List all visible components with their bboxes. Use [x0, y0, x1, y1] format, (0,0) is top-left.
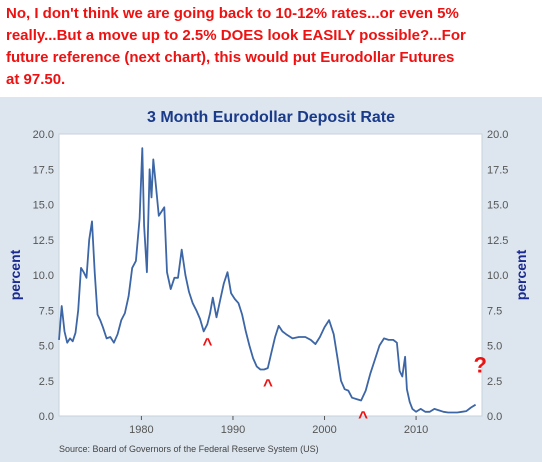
annotation-layer: ^ ^ ^?: [203, 334, 487, 426]
x-axis: 1980 1990 2000 2010: [129, 416, 428, 436]
y-tick-label-right-5: 12.5: [487, 235, 508, 247]
y-axis-right-label: percent: [513, 249, 529, 300]
y-tick-label-right-3: 7.5: [487, 305, 502, 317]
trough-marker-0: ^: [203, 334, 213, 353]
y-tick-label-left-2: 5.0: [39, 341, 54, 353]
x-tick-label-2: 2000: [312, 424, 336, 436]
x-tick-label-3: 2010: [404, 424, 428, 436]
y-axis-left-label: percent: [7, 249, 23, 300]
y-tick-label-right-4: 10.0: [487, 270, 508, 282]
series-line: [58, 147, 477, 414]
y-tick-label-left-4: 10.0: [33, 270, 54, 282]
trough-marker-2: ^: [358, 408, 368, 427]
commentary-line-2: really...But a move up to 2.5% DOES look…: [6, 27, 466, 44]
y-axis-right: 0.0 2.5 5.0 7.5 10.0 12.5 15.0 17.5 20.0: [487, 129, 508, 423]
y-tick-label-right-7: 17.5: [487, 164, 508, 176]
y-tick-label-left-7: 17.5: [33, 164, 54, 176]
y-tick-label-left-8: 20.0: [33, 129, 54, 141]
trough-marker-1: ^: [263, 375, 273, 394]
commentary-line-1: No, I don't think we are going back to 1…: [6, 5, 459, 22]
chart-panel: 3 Month Eurodollar Deposit Rate 0.0 2.5 5.…: [0, 97, 542, 462]
y-tick-label-right-2: 5.0: [487, 341, 502, 353]
y-tick-label-left-6: 15.0: [33, 200, 54, 212]
plot-area: [58, 133, 483, 417]
commentary-line-3: future reference (next chart), this woul…: [6, 49, 455, 66]
y-tick-label-left-0: 0.0: [39, 411, 54, 423]
x-tick-label-0: 1980: [129, 424, 153, 436]
x-tick-label-1: 1990: [221, 424, 245, 436]
commentary-note: No, I don't think we are going back to 1…: [0, 0, 542, 97]
chart-title: 3 Month Eurodollar Deposit Rate: [147, 109, 395, 126]
y-tick-label-right-8: 20.0: [487, 129, 508, 141]
y-tick-label-left-5: 12.5: [33, 235, 54, 247]
y-tick-label-right-0: 0.0: [487, 411, 502, 423]
y-tick-label-right-6: 15.0: [487, 200, 508, 212]
y-tick-label-left-3: 7.5: [39, 305, 54, 317]
y-tick-label-left-1: 2.5: [39, 376, 54, 388]
eurodollar-rate-chart: 3 Month Eurodollar Deposit Rate 0.0 2.5 5.…: [7, 109, 529, 454]
y-tick-label-right-1: 2.5: [487, 376, 502, 388]
source-note: Source: Board of Governors of the Federa…: [59, 444, 319, 454]
y-axis-left: 0.0 2.5 5.0 7.5 10.0 12.5 15.0 17.5 20.0: [33, 129, 54, 423]
commentary-line-4: at 97.50.: [6, 71, 66, 88]
question-mark-annotation: ?: [473, 352, 486, 377]
